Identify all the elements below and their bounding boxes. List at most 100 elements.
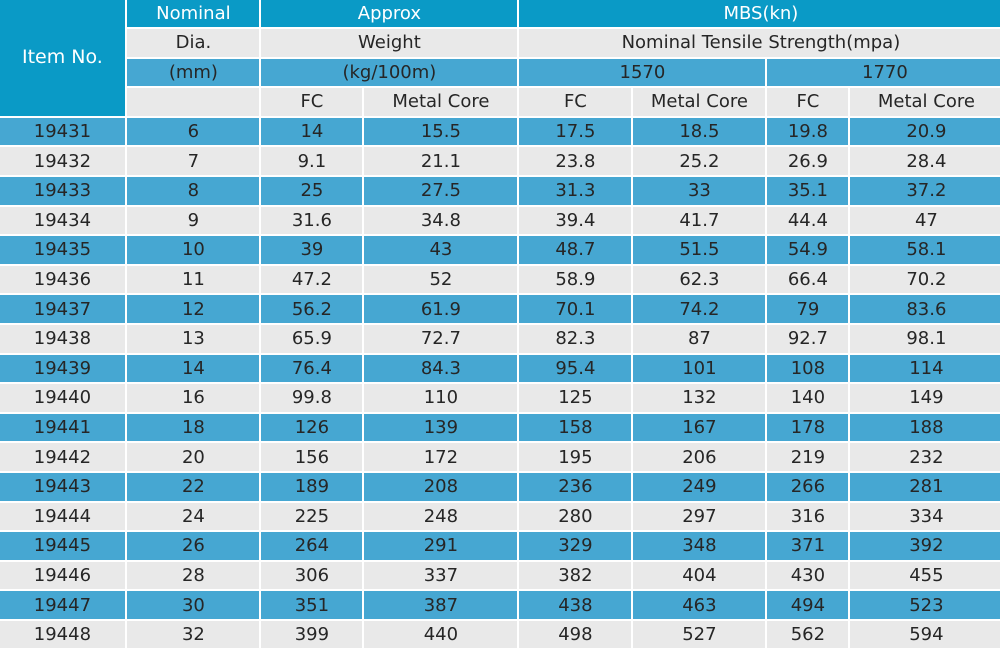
- cell-nominal-dia: 32: [127, 620, 260, 649]
- cell-mbs-1770-metal-core: 334: [850, 502, 1000, 531]
- header-empty: [127, 88, 260, 116]
- cell-mbs-1570-fc: 70.1: [519, 295, 632, 323]
- cell-mbs-1770-fc: 92.7: [767, 324, 849, 353]
- cell-weight-metal-core: 34.8: [364, 206, 518, 235]
- header-1770-metal-core: Metal Core: [850, 88, 1000, 116]
- cell-nominal-dia: 12: [127, 295, 260, 323]
- cell-mbs-1770-fc: 44.4: [767, 206, 849, 235]
- cell-weight-metal-core: 21.1: [364, 147, 518, 175]
- table-row: 19431 6 14 15.5 17.5 18.5 19.8 20.9: [0, 117, 1000, 146]
- cell-item-no: 19432: [0, 147, 126, 175]
- cell-item-no: 19442: [0, 443, 126, 471]
- cell-mbs-1770-metal-core: 98.1: [850, 324, 1000, 353]
- wire-rope-spec-table: Item No. Nominal Approx MBS(kn) Dia. Wei…: [0, 0, 1000, 649]
- cell-mbs-1570-metal-core: 249: [633, 472, 766, 501]
- cell-item-no: 19431: [0, 117, 126, 146]
- cell-mbs-1770-fc: 371: [767, 532, 849, 560]
- table-row: 19447 30 351 387 438 463 494 523: [0, 591, 1000, 619]
- cell-mbs-1770-fc: 562: [767, 620, 849, 649]
- cell-weight-fc: 225: [261, 502, 363, 531]
- cell-weight-fc: 65.9: [261, 324, 363, 353]
- cell-weight-metal-core: 52: [364, 265, 518, 294]
- header-weight-metal-core: Metal Core: [364, 88, 518, 116]
- header-weight-unit: (kg/100m): [261, 58, 518, 87]
- cell-mbs-1770-metal-core: 523: [850, 591, 1000, 619]
- cell-nominal-dia: 30: [127, 591, 260, 619]
- cell-mbs-1570-fc: 280: [519, 502, 632, 531]
- cell-item-no: 19438: [0, 324, 126, 353]
- cell-mbs-1770-fc: 140: [767, 384, 849, 412]
- cell-weight-fc: 56.2: [261, 295, 363, 323]
- cell-item-no: 19440: [0, 384, 126, 412]
- cell-mbs-1570-fc: 82.3: [519, 324, 632, 353]
- cell-mbs-1570-metal-core: 206: [633, 443, 766, 471]
- cell-mbs-1570-metal-core: 132: [633, 384, 766, 412]
- table-body: 19431 6 14 15.5 17.5 18.5 19.8 20.9 19432 7 9.1 21.…: [0, 117, 1000, 649]
- cell-mbs-1770-fc: 219: [767, 443, 849, 471]
- header-mm: (mm): [127, 58, 260, 87]
- cell-nominal-dia: 28: [127, 561, 260, 590]
- cell-item-no: 19439: [0, 354, 126, 383]
- cell-mbs-1570-fc: 438: [519, 591, 632, 619]
- header-weight: Weight: [261, 29, 518, 57]
- cell-weight-metal-core: 27.5: [364, 176, 518, 205]
- cell-mbs-1770-metal-core: 281: [850, 472, 1000, 501]
- table-row: 19439 14 76.4 84.3 95.4 101 108 114: [0, 354, 1000, 383]
- cell-weight-metal-core: 172: [364, 443, 518, 471]
- header-approx: Approx: [261, 0, 518, 27]
- cell-nominal-dia: 24: [127, 502, 260, 531]
- cell-item-no: 19447: [0, 591, 126, 619]
- cell-mbs-1770-metal-core: 83.6: [850, 295, 1000, 323]
- cell-mbs-1570-metal-core: 62.3: [633, 265, 766, 294]
- cell-weight-metal-core: 337: [364, 561, 518, 590]
- table-row: 19432 7 9.1 21.1 23.8 25.2 26.9 28.4: [0, 147, 1000, 175]
- cell-mbs-1570-fc: 125: [519, 384, 632, 412]
- cell-weight-fc: 264: [261, 532, 363, 560]
- cell-mbs-1770-metal-core: 28.4: [850, 147, 1000, 175]
- header-1570-fc: FC: [519, 88, 632, 116]
- cell-mbs-1570-metal-core: 25.2: [633, 147, 766, 175]
- cell-mbs-1570-fc: 48.7: [519, 236, 632, 264]
- cell-nominal-dia: 26: [127, 532, 260, 560]
- cell-weight-fc: 189: [261, 472, 363, 501]
- header-weight-fc: FC: [261, 88, 363, 116]
- table-row: 19438 13 65.9 72.7 82.3 87 92.7 98.1: [0, 324, 1000, 353]
- cell-mbs-1770-fc: 316: [767, 502, 849, 531]
- table-row: 19448 32 399 440 498 527 562 594: [0, 620, 1000, 649]
- cell-mbs-1770-metal-core: 455: [850, 561, 1000, 590]
- cell-mbs-1570-metal-core: 101: [633, 354, 766, 383]
- cell-mbs-1570-fc: 39.4: [519, 206, 632, 235]
- cell-weight-metal-core: 72.7: [364, 324, 518, 353]
- cell-nominal-dia: 20: [127, 443, 260, 471]
- header-item-no: Item No.: [0, 0, 126, 116]
- cell-weight-metal-core: 208: [364, 472, 518, 501]
- cell-item-no: 19436: [0, 265, 126, 294]
- cell-mbs-1570-metal-core: 41.7: [633, 206, 766, 235]
- header-tensile-strength: Nominal Tensile Strength(mpa): [519, 29, 1000, 57]
- cell-mbs-1570-fc: 236: [519, 472, 632, 501]
- cell-item-no: 19433: [0, 176, 126, 205]
- cell-weight-fc: 126: [261, 413, 363, 442]
- cell-nominal-dia: 13: [127, 324, 260, 353]
- cell-mbs-1770-metal-core: 114: [850, 354, 1000, 383]
- cell-mbs-1570-metal-core: 404: [633, 561, 766, 590]
- cell-weight-fc: 39: [261, 236, 363, 264]
- cell-mbs-1570-fc: 17.5: [519, 117, 632, 146]
- cell-weight-fc: 399: [261, 620, 363, 649]
- cell-nominal-dia: 10: [127, 236, 260, 264]
- cell-mbs-1770-fc: 26.9: [767, 147, 849, 175]
- cell-weight-metal-core: 440: [364, 620, 518, 649]
- cell-mbs-1770-fc: 19.8: [767, 117, 849, 146]
- cell-mbs-1770-metal-core: 37.2: [850, 176, 1000, 205]
- cell-mbs-1770-metal-core: 70.2: [850, 265, 1000, 294]
- header-dia: Dia.: [127, 29, 260, 57]
- cell-mbs-1570-metal-core: 18.5: [633, 117, 766, 146]
- cell-mbs-1570-metal-core: 87: [633, 324, 766, 353]
- cell-nominal-dia: 7: [127, 147, 260, 175]
- cell-item-no: 19435: [0, 236, 126, 264]
- cell-nominal-dia: 22: [127, 472, 260, 501]
- cell-mbs-1570-metal-core: 297: [633, 502, 766, 531]
- cell-item-no: 19448: [0, 620, 126, 649]
- cell-weight-metal-core: 43: [364, 236, 518, 264]
- cell-mbs-1570-fc: 95.4: [519, 354, 632, 383]
